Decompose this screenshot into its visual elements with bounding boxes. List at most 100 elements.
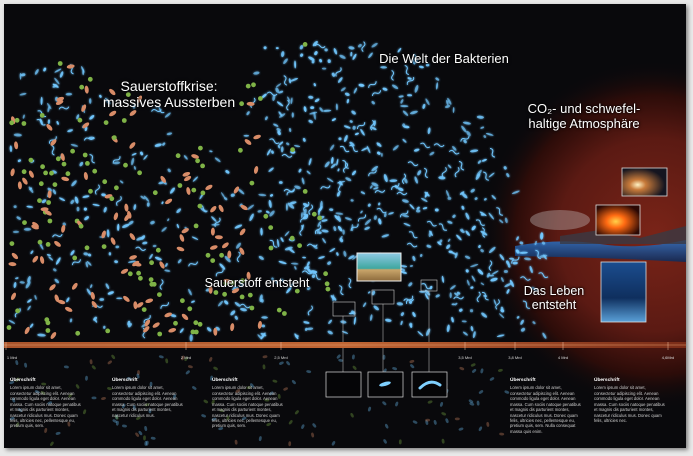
- illustration: [4, 4, 686, 448]
- bacterium: [185, 370, 190, 375]
- bacterium: [149, 260, 155, 266]
- bacterium: [412, 420, 418, 424]
- bacterium: [234, 315, 238, 320]
- bacterium: [361, 41, 366, 52]
- bacterium: [146, 202, 150, 207]
- bacterium: [364, 219, 372, 226]
- bacterium: [283, 58, 288, 65]
- bacterium: [115, 420, 119, 426]
- bacterium: [176, 223, 180, 229]
- bacterium: [239, 294, 245, 300]
- bacterium: [85, 161, 90, 166]
- column-title: Überschrift: [112, 378, 138, 383]
- bacterium: [336, 191, 341, 197]
- bacterium: [21, 121, 27, 126]
- bacterium: [309, 111, 318, 115]
- bacterium: [164, 269, 171, 272]
- bacterium: [302, 42, 308, 47]
- bacterium: [81, 66, 85, 73]
- bacterium: [138, 275, 143, 281]
- bacterium: [445, 190, 450, 198]
- bacterium: [258, 193, 267, 197]
- bacterium: [289, 201, 297, 205]
- bacterium: [308, 204, 314, 215]
- bacterium: [155, 106, 165, 114]
- bacterium: [44, 210, 52, 216]
- bacterium: [266, 422, 272, 427]
- bacterium: [477, 269, 484, 275]
- bacterium: [398, 439, 402, 445]
- bacterium: [475, 219, 486, 226]
- bacterium: [123, 295, 130, 302]
- bacterium: [14, 141, 19, 150]
- bacterium: [150, 436, 156, 440]
- bacterium: [454, 252, 458, 259]
- bacterium: [409, 110, 418, 115]
- bacterium: [370, 126, 377, 131]
- bacterium: [243, 134, 250, 137]
- bacterium: [343, 250, 347, 257]
- bacterium: [176, 246, 185, 252]
- bacterium: [318, 231, 322, 235]
- bacterium: [287, 96, 291, 102]
- bacterium: [107, 291, 114, 295]
- bacterium: [148, 408, 152, 414]
- bacterium: [336, 354, 341, 359]
- bacterium: [348, 255, 355, 260]
- bacterium: [177, 259, 182, 264]
- bacterium: [294, 60, 297, 69]
- bacterium: [142, 241, 148, 245]
- bacterium: [447, 238, 451, 242]
- bacterium: [136, 373, 140, 379]
- bacterium: [420, 142, 431, 149]
- bacterium: [83, 252, 88, 256]
- bacterium: [187, 365, 193, 369]
- bacterium: [313, 111, 316, 120]
- bacterium: [269, 391, 274, 396]
- bacterium: [253, 134, 261, 140]
- bacterium: [47, 190, 52, 199]
- bacterium: [136, 95, 143, 103]
- bacterium: [193, 223, 199, 229]
- bacterium: [140, 151, 144, 156]
- bacterium: [54, 278, 60, 284]
- bacterium: [268, 167, 274, 172]
- bacterium-detail: [418, 380, 442, 390]
- bacterium: [285, 203, 288, 211]
- bacterium: [352, 125, 356, 130]
- bacterium: [215, 268, 224, 277]
- bacterium: [503, 269, 508, 274]
- bacterium: [125, 92, 131, 97]
- bacterium: [456, 234, 462, 241]
- bacterium: [465, 269, 469, 273]
- bacterium: [107, 387, 112, 391]
- bacterium: [344, 135, 348, 142]
- bacterium: [499, 219, 504, 224]
- bacterium: [276, 307, 282, 313]
- bacterium: [364, 226, 370, 230]
- bacterium: [311, 60, 315, 64]
- timeline-label: 4 Mrd: [557, 355, 569, 360]
- bacterium: [414, 84, 419, 93]
- column-text: Lorem ipsum dolor sit amet, consectetur …: [112, 385, 183, 418]
- bacterium: [94, 318, 98, 323]
- bacterium: [245, 83, 251, 89]
- bacterium: [350, 51, 353, 57]
- bacterium: [99, 298, 105, 301]
- bacterium: [286, 188, 295, 196]
- bacterium: [447, 164, 452, 169]
- bacterium: [275, 87, 280, 93]
- bacterium: [506, 172, 510, 178]
- bacterium: [336, 158, 339, 166]
- bacterium: [406, 76, 415, 85]
- bacterium: [348, 277, 352, 289]
- bacterium: [143, 326, 150, 333]
- bacterium: [453, 296, 464, 300]
- bacterium: [339, 54, 346, 59]
- heading-line: entsteht: [531, 298, 577, 313]
- bacterium: [538, 272, 549, 278]
- bacterium: [167, 168, 171, 173]
- bacterium: [371, 42, 378, 48]
- bacterium: [239, 303, 251, 309]
- bacterium: [338, 77, 343, 83]
